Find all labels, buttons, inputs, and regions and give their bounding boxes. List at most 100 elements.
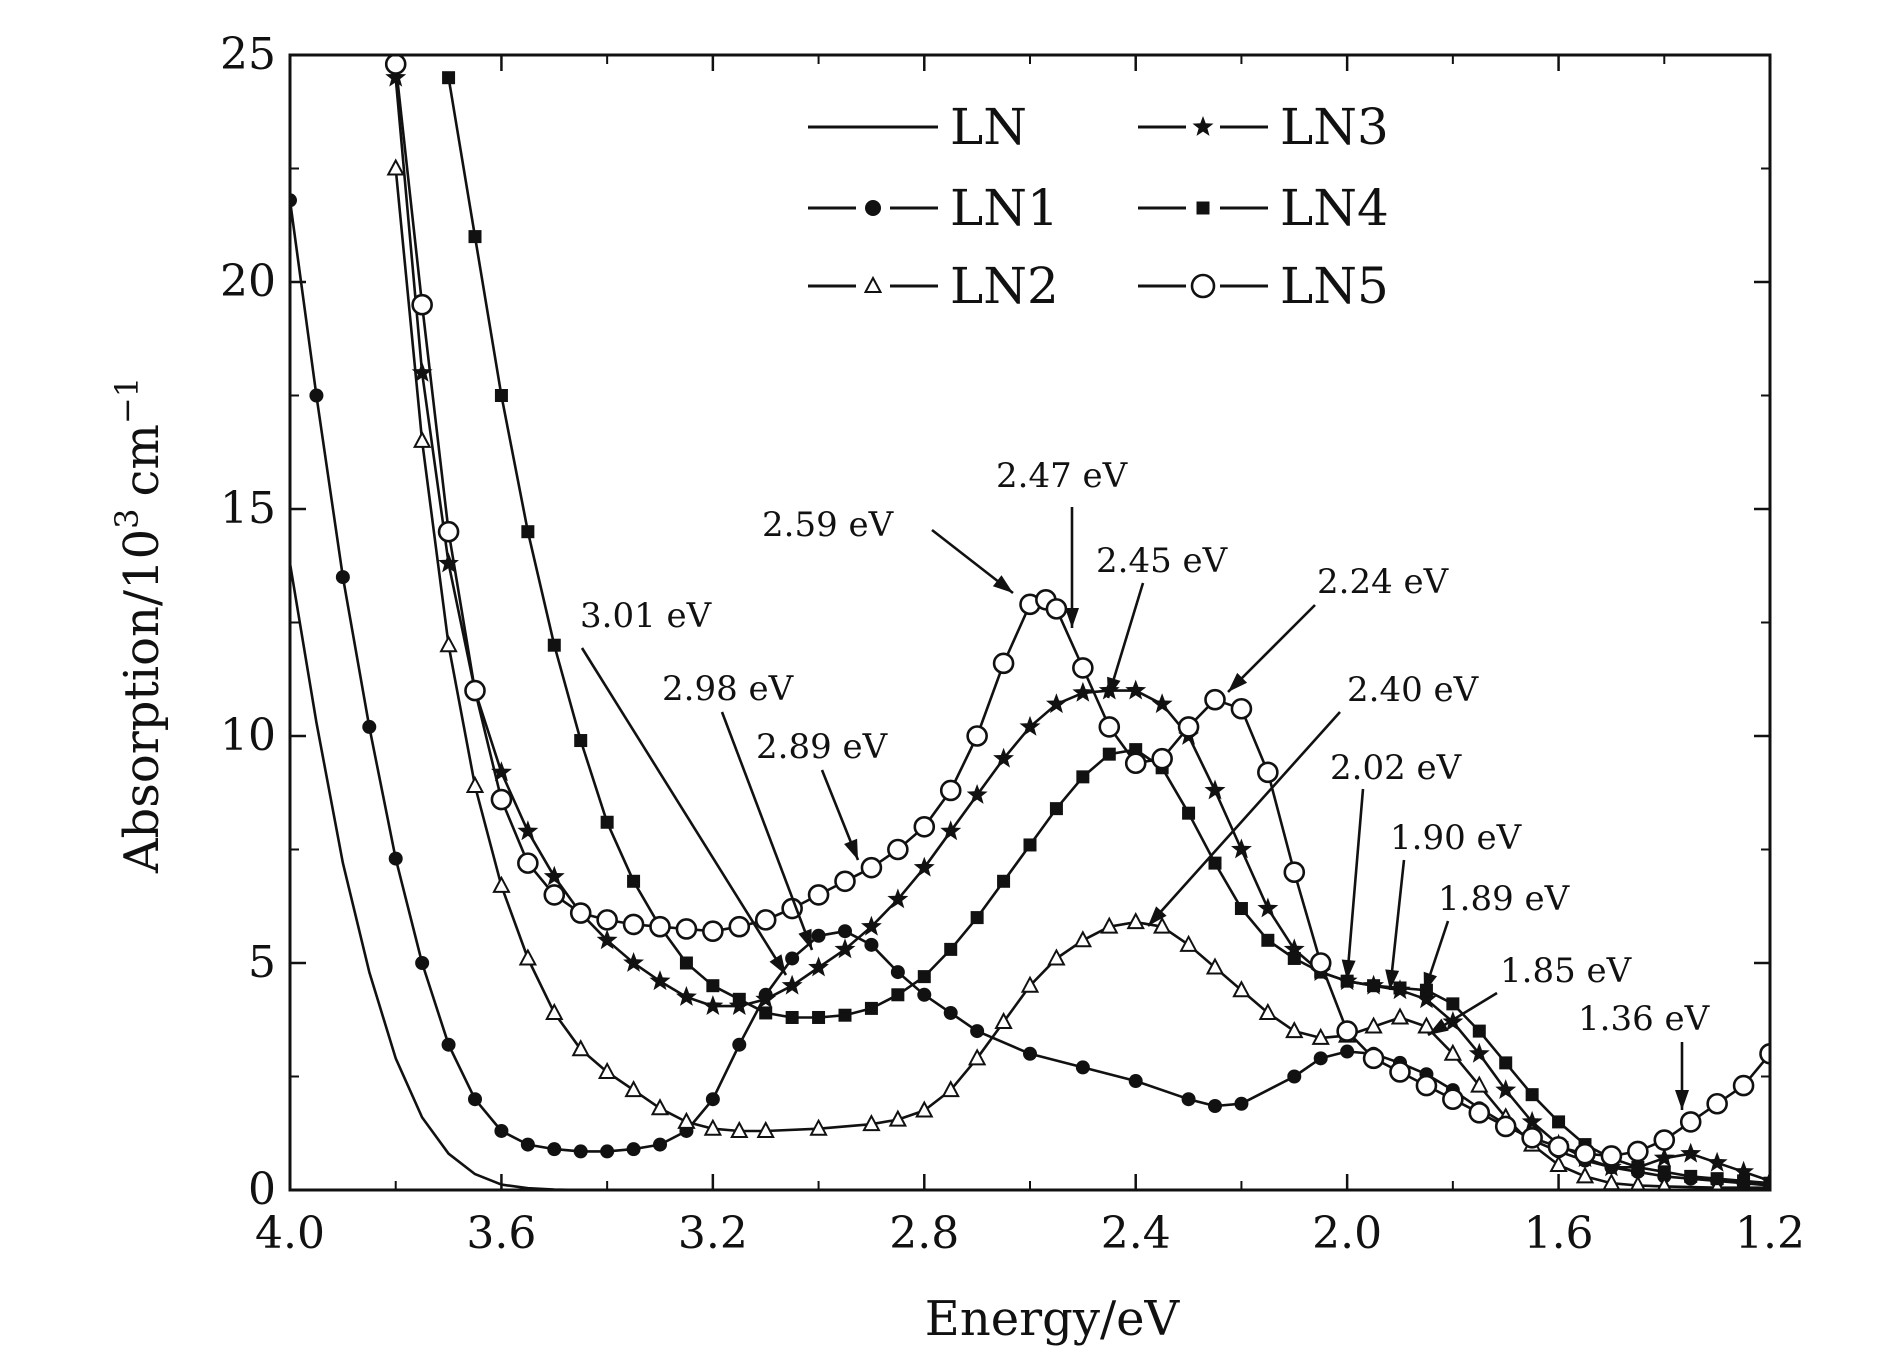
data-point-ln3 bbox=[887, 888, 909, 909]
y-tick-label: 15 bbox=[220, 483, 276, 534]
data-point-ln4 bbox=[1419, 983, 1433, 997]
annotation-label: 2.40 eV bbox=[1347, 670, 1480, 710]
annotation-label: 1.89 eV bbox=[1438, 879, 1571, 919]
data-point-ln1 bbox=[626, 1142, 641, 1157]
series-ln5 bbox=[384, 55, 1770, 1167]
data-point-ln3 bbox=[1019, 715, 1041, 736]
data-point-ln5 bbox=[1521, 1126, 1543, 1149]
annotation-label: 3.01 eV bbox=[580, 596, 713, 636]
annotation-arrow-head bbox=[1107, 676, 1121, 698]
data-point-ln2 bbox=[888, 1109, 908, 1127]
data-point-ln5 bbox=[490, 788, 513, 811]
data-point-ln2 bbox=[1205, 957, 1225, 975]
data-point-ln5 bbox=[1098, 716, 1121, 738]
data-point-ln2 bbox=[1311, 1027, 1330, 1045]
data-point-ln5 bbox=[649, 915, 671, 938]
data-point-ln5 bbox=[834, 870, 856, 893]
data-point-ln1 bbox=[335, 570, 350, 585]
legend-item-ln2: LN2 bbox=[808, 257, 1059, 315]
legend-label: LN1 bbox=[950, 179, 1059, 237]
data-point-ln2 bbox=[809, 1118, 828, 1136]
y-axis-label: Absorption/103 cm−1 bbox=[108, 377, 170, 874]
data-point-ln2 bbox=[1630, 1175, 1646, 1190]
x-tick-label: 2.4 bbox=[1101, 1208, 1171, 1259]
data-point-ln3 bbox=[808, 956, 829, 977]
data-point-ln4 bbox=[1552, 1115, 1566, 1129]
data-point-ln4 bbox=[864, 1001, 878, 1015]
data-point-ln4 bbox=[1763, 1176, 1770, 1190]
legend: LN LN1 LN2 LN3 LN4 LN5 bbox=[808, 98, 1389, 315]
data-point-ln4 bbox=[600, 815, 614, 829]
data-point-ln3 bbox=[385, 66, 407, 87]
data-point-ln1 bbox=[811, 928, 826, 943]
data-point-ln2 bbox=[1152, 916, 1172, 934]
data-point-ln3 bbox=[1125, 679, 1147, 700]
annotation-label: 1.36 eV bbox=[1578, 999, 1711, 1039]
data-point-ln3 bbox=[411, 361, 433, 382]
data-point-ln4 bbox=[1657, 1165, 1671, 1179]
legend-item-ln4: LN4 bbox=[1138, 179, 1389, 237]
legend-item-ln5: LN5 bbox=[1138, 257, 1389, 315]
data-point-ln1 bbox=[415, 956, 430, 970]
data-point-ln5 bbox=[1759, 1043, 1770, 1065]
data-point-ln5 bbox=[1309, 952, 1332, 974]
data-point-ln3 bbox=[1733, 1160, 1754, 1181]
data-point-ln4 bbox=[1182, 806, 1196, 820]
data-point-ln5 bbox=[913, 815, 936, 838]
data-point-ln5 bbox=[1547, 1136, 1570, 1158]
data-point-ln1 bbox=[1208, 1099, 1222, 1114]
data-point-ln3 bbox=[1283, 938, 1305, 959]
series-group bbox=[290, 55, 1770, 1190]
data-point-ln1 bbox=[1287, 1069, 1302, 1084]
data-point-ln1 bbox=[785, 951, 800, 966]
annotation-arrow-head bbox=[1228, 672, 1248, 692]
data-point-ln5 bbox=[437, 520, 460, 543]
annotation-label: 2.98 eV bbox=[662, 669, 795, 709]
data-point-ln2 bbox=[730, 1120, 749, 1138]
data-point-ln2 bbox=[756, 1120, 775, 1138]
data-point-ln3 bbox=[438, 552, 459, 573]
data-point-ln2 bbox=[967, 1048, 987, 1066]
legend-marker bbox=[863, 275, 883, 293]
annotation-arrow-line bbox=[1388, 859, 1406, 991]
data-point-ln5 bbox=[702, 920, 724, 943]
legend-label: LN3 bbox=[1280, 98, 1389, 156]
data-point-ln4 bbox=[732, 992, 746, 1006]
data-point-ln3 bbox=[1680, 1142, 1702, 1163]
data-point-ln4 bbox=[917, 970, 931, 984]
data-point-ln4 bbox=[1737, 1174, 1751, 1188]
data-point-ln2 bbox=[1047, 948, 1066, 966]
annotation: 1.89 eV bbox=[1422, 879, 1571, 994]
legend-item-ln1: LN1 bbox=[808, 179, 1059, 237]
y-tick-label: 5 bbox=[248, 937, 276, 988]
data-point-ln5 bbox=[939, 779, 962, 802]
annotation-arrow-head bbox=[1675, 1090, 1689, 1110]
y-tick-label: 0 bbox=[248, 1164, 276, 1215]
data-point-ln4 bbox=[574, 734, 588, 748]
data-point-ln4 bbox=[759, 1006, 773, 1020]
data-point-ln1 bbox=[1128, 1074, 1143, 1089]
annotation: 2.45 eV bbox=[1096, 541, 1229, 699]
data-point-ln4 bbox=[521, 525, 535, 539]
data-point-ln3 bbox=[966, 784, 988, 804]
annotation-label: 2.47 eV bbox=[996, 456, 1129, 496]
y-axis-label-unit-sup: −1 bbox=[108, 377, 146, 424]
data-point-ln5 bbox=[1494, 1115, 1517, 1138]
data-point-ln5 bbox=[596, 909, 618, 931]
annotation-arrows: 2.59 eV 2.47 eV 2.45 eV 2.24 eV 3.01 eV 2.98 … bbox=[580, 456, 1711, 1110]
annotation: 3.01 eV bbox=[580, 596, 788, 976]
data-point-ln1 bbox=[838, 924, 852, 939]
data-point-ln3 bbox=[1706, 1151, 1728, 1172]
annotation: 2.02 eV bbox=[1330, 748, 1463, 981]
data-point-ln2 bbox=[941, 1080, 960, 1098]
plot-frame bbox=[288, 53, 1772, 1192]
data-point-ln4 bbox=[627, 874, 641, 888]
x-tick-label: 1.2 bbox=[1735, 1208, 1805, 1259]
data-point-ln5 bbox=[992, 652, 1015, 675]
data-point-ln3 bbox=[1416, 988, 1437, 1009]
data-point-ln2 bbox=[624, 1080, 643, 1098]
annotation: 2.98 eV bbox=[662, 669, 814, 951]
data-point-ln1 bbox=[864, 937, 879, 952]
data-point-ln5 bbox=[1257, 761, 1279, 784]
